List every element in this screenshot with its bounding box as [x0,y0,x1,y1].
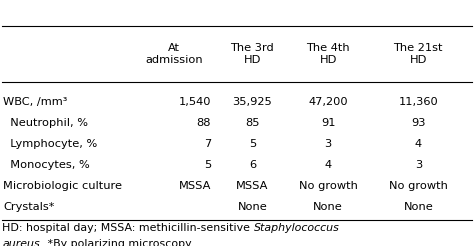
Text: 5: 5 [249,139,256,149]
Text: MSSA: MSSA [236,181,269,191]
Text: At
admission: At admission [146,43,203,65]
Text: WBC, /mm³: WBC, /mm³ [3,97,68,107]
Text: Monocytes, %: Monocytes, % [3,160,90,170]
Text: MSSA: MSSA [179,181,211,191]
Text: No growth: No growth [389,181,448,191]
Text: 88: 88 [196,118,211,128]
Text: Staphylococcus: Staphylococcus [254,223,340,233]
Text: Neutrophil, %: Neutrophil, % [3,118,88,128]
Text: HD: hospital day; MSSA: methicillin-sensitive: HD: hospital day; MSSA: methicillin-sens… [2,223,254,233]
Text: 4: 4 [325,160,332,170]
Text: 5: 5 [204,160,211,170]
Text: 85: 85 [245,118,260,128]
Text: 11,360: 11,360 [399,97,438,107]
Text: The 4th
HD: The 4th HD [306,43,350,65]
Text: 93: 93 [411,118,426,128]
Text: None: None [313,202,343,212]
Text: 1,540: 1,540 [178,97,211,107]
Text: 6: 6 [249,160,256,170]
Text: 7: 7 [204,139,211,149]
Text: 4: 4 [415,139,422,149]
Text: 47,200: 47,200 [309,97,348,107]
Text: Lymphocyte, %: Lymphocyte, % [3,139,98,149]
Text: None: None [403,202,433,212]
Text: None: None [237,202,267,212]
Text: No growth: No growth [299,181,358,191]
Text: 3: 3 [325,139,332,149]
Text: Crystals*: Crystals* [3,202,55,212]
Text: The 3rd
HD: The 3rd HD [230,43,274,65]
Text: aureus.: aureus. [2,239,44,246]
Text: 35,925: 35,925 [233,97,272,107]
Text: The 21st
HD: The 21st HD [393,43,443,65]
Text: Microbiologic culture: Microbiologic culture [3,181,122,191]
Text: 91: 91 [321,118,336,128]
Text: *By polarizing microscopy.: *By polarizing microscopy. [44,239,193,246]
Text: 3: 3 [415,160,422,170]
